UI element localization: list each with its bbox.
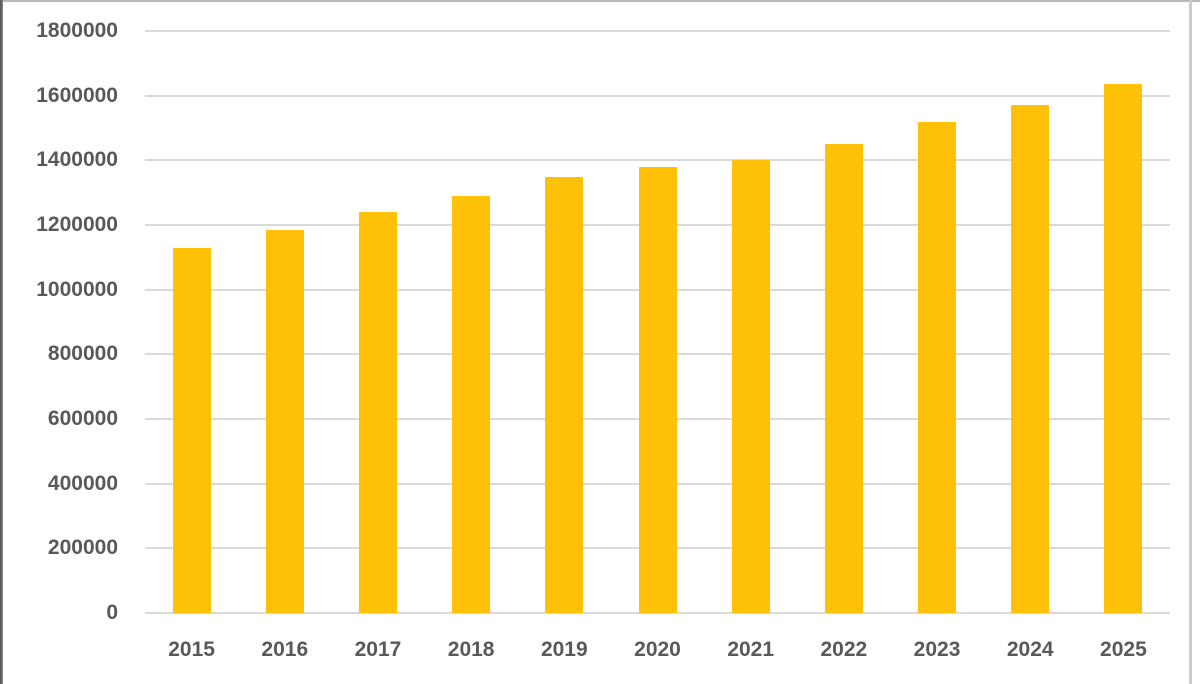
frame-top-edge	[0, 0, 1200, 2]
chart-bar-2018	[452, 195, 491, 613]
gridline	[145, 94, 1170, 97]
x-axis-tick-label: 2022	[820, 638, 868, 661]
x-axis-tick-label: 2020	[634, 638, 681, 661]
x-axis-tick-label: 2021	[727, 638, 775, 661]
x-axis-tick-label: 2015	[168, 638, 215, 661]
y-axis-tick-label: 400000	[47, 471, 118, 495]
chart-bar-2020	[638, 166, 677, 613]
y-axis-tick-label: 1000000	[36, 277, 118, 301]
x-axis-tick-label: 2019	[540, 638, 588, 661]
x-axis-tick-label: 2025	[1100, 638, 1147, 661]
y-axis-tick-label: 1600000	[36, 83, 118, 107]
x-axis-tick-label: 2023	[913, 638, 961, 661]
y-axis-tick-label: 1400000	[36, 148, 118, 172]
plot-area	[145, 30, 1170, 614]
y-axis-tick-label: 1200000	[36, 213, 118, 236]
chart-bar-2021	[731, 160, 770, 613]
y-axis-tick-label: 800000	[47, 342, 118, 366]
chart-bar-2024	[1011, 105, 1050, 613]
y-axis-tick-label: 600000	[47, 407, 118, 430]
gridline	[145, 30, 1170, 32]
chart-bar-2019	[545, 176, 584, 613]
y-axis-tick-label: 200000	[47, 536, 118, 560]
y-axis-tick-label: 0	[106, 601, 118, 624]
chart-bar-2023	[918, 121, 957, 613]
chart-bar-2022	[824, 144, 863, 613]
x-axis-tick-label: 2016	[261, 638, 309, 661]
gridline	[145, 612, 1170, 614]
y-axis-tick-label: 1800000	[36, 19, 118, 42]
chart-bar-2017	[358, 212, 397, 613]
chart-bar-2025	[1104, 84, 1143, 613]
gridline	[145, 159, 1170, 162]
frame-right-edge	[1189, 0, 1192, 684]
frame-left-edge	[0, 0, 3, 684]
chart-bar-2016	[265, 229, 304, 613]
x-axis-tick-label: 2018	[447, 638, 495, 661]
x-axis-tick-label: 2024	[1006, 638, 1054, 661]
x-axis-tick-label: 2017	[354, 638, 402, 661]
chart-bar-2015	[172, 247, 211, 613]
